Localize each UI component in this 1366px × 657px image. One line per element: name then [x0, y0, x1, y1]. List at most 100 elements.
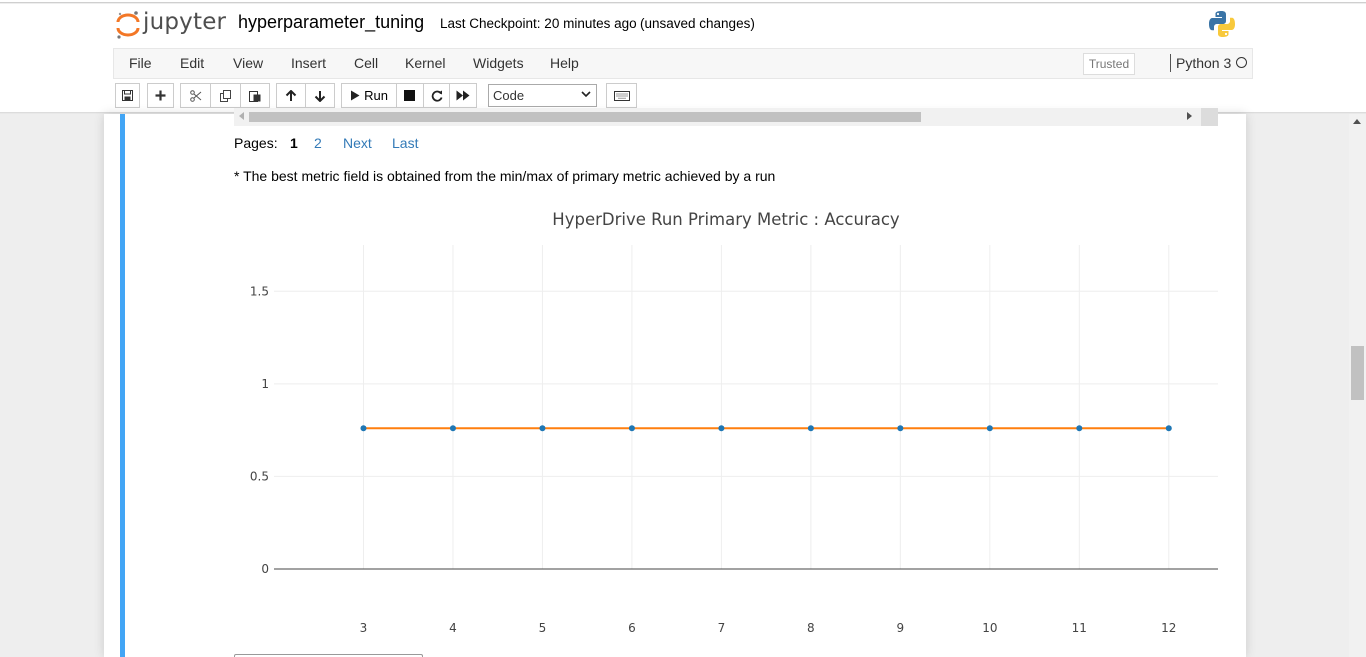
menu-bar: File Edit View Insert Cell Kernel Widget… [113, 48, 1253, 79]
data-point [897, 425, 904, 432]
insert-cell-button[interactable] [147, 83, 174, 108]
menu-edit[interactable]: Edit [180, 55, 205, 71]
play-icon [351, 90, 360, 101]
chart-title: HyperDrive Run Primary Metric : Accuracy [552, 210, 900, 229]
y-tick-label: 0.5 [250, 469, 269, 483]
arrow-up-icon [285, 89, 296, 101]
run-button[interactable]: Run [342, 84, 398, 107]
data-point [360, 425, 367, 432]
scroll-up-icon[interactable] [1353, 119, 1361, 124]
x-tick-label: 6 [628, 621, 636, 635]
data-point [449, 425, 456, 432]
menu-kernel[interactable]: Kernel [405, 55, 446, 71]
menu-help[interactable]: Help [550, 55, 579, 71]
y-tick-label: 1 [261, 377, 269, 391]
horizontal-scroll-thumb[interactable] [249, 112, 921, 122]
menu-file[interactable]: File [129, 55, 152, 71]
run-button-label: Run [364, 88, 389, 103]
menu-view[interactable]: View [233, 55, 264, 71]
chart-series [360, 425, 1172, 432]
paste-icon [249, 90, 261, 102]
data-point [1165, 425, 1172, 432]
selected-cell-indicator [120, 114, 125, 657]
primary-metric-chart: HyperDrive Run Primary Metric : Accuracy… [250, 210, 1218, 635]
cut-button[interactable] [181, 84, 211, 107]
copy-icon [219, 89, 231, 102]
run-button-group: Run [341, 83, 477, 108]
data-point [628, 425, 635, 432]
restart-run-all-button[interactable] [450, 84, 476, 107]
scroll-left-icon[interactable] [239, 112, 244, 120]
paste-button[interactable] [241, 84, 269, 107]
jupyter-logo-icon [116, 11, 140, 39]
x-tick-label: 9 [897, 621, 905, 635]
x-tick-label: 7 [718, 621, 726, 635]
notebook-container [104, 114, 1246, 657]
checkpoint-status: Last Checkpoint: 20 minutes ago [440, 16, 637, 31]
vertical-scroll-thumb[interactable] [1351, 346, 1364, 400]
kernel-divider [1170, 54, 1171, 72]
plus-icon [155, 90, 166, 101]
fast-forward-icon [456, 90, 470, 101]
pager-next-link[interactable]: Next [343, 135, 372, 151]
data-point [718, 425, 725, 432]
trusted-indicator[interactable]: Trusted [1083, 53, 1135, 75]
arrow-down-icon [314, 90, 325, 102]
next-output-widget [234, 654, 423, 657]
notebook-header: jupyter hyperparameter_tuning Last Check… [0, 4, 1366, 48]
move-down-button[interactable] [306, 84, 334, 107]
chart-axes: 3 4 5 6 7 8 9 10 11 12 0 0.5 1 1.5 [250, 284, 1177, 635]
pager-last-link[interactable]: Last [392, 135, 419, 151]
y-tick-label: 0 [261, 562, 269, 576]
x-tick-label: 4 [449, 621, 457, 635]
page-vertical-scrollbar[interactable] [1349, 114, 1366, 657]
restart-icon [431, 90, 443, 102]
best-metric-footnote: * The best metric field is obtained from… [234, 168, 776, 184]
notebook-name[interactable]: hyperparameter_tuning [238, 12, 425, 32]
move-up-button[interactable] [277, 84, 306, 107]
autosave-status: (unsaved changes) [640, 16, 755, 31]
notebook-toolbar: Run Code [113, 82, 1253, 110]
save-button[interactable] [115, 83, 140, 108]
data-point [986, 425, 993, 432]
x-tick-label: 5 [539, 621, 547, 635]
window-top-edge [0, 0, 1366, 3]
command-palette-button[interactable] [606, 83, 637, 108]
jupyter-logo-text: jupyter [143, 9, 227, 35]
chevron-down-icon [581, 91, 591, 98]
menu-cell[interactable]: Cell [354, 55, 379, 71]
move-button-group [276, 83, 335, 108]
kernel-name[interactable]: Python 3 [1176, 55, 1232, 71]
save-icon [122, 90, 133, 101]
kernel-idle-icon [1236, 57, 1247, 68]
x-tick-label: 12 [1161, 621, 1176, 635]
interrupt-button[interactable] [397, 84, 424, 107]
data-point [539, 425, 546, 432]
data-point [1076, 425, 1083, 432]
jupyter-logo[interactable]: jupyter [116, 8, 226, 42]
x-tick-label: 8 [807, 621, 815, 635]
data-point [807, 425, 814, 432]
restart-button[interactable] [424, 84, 451, 107]
keyboard-icon [613, 90, 630, 101]
python-logo-icon [1209, 11, 1235, 37]
output-horizontal-scrollbar[interactable] [234, 108, 1218, 126]
menu-insert[interactable]: Insert [291, 55, 327, 71]
x-tick-label: 11 [1072, 621, 1087, 635]
stop-icon [404, 90, 416, 101]
cut-icon [189, 89, 201, 102]
x-tick-label: 3 [360, 621, 368, 635]
cell-type-value: Code [493, 88, 525, 103]
pager-label: Pages: [234, 135, 278, 151]
edit-button-group [180, 83, 270, 108]
pager-page-2-link[interactable]: 2 [314, 135, 322, 151]
chart-grid [274, 245, 1218, 570]
cell-type-select[interactable]: Code [488, 84, 597, 107]
y-tick-label: 1.5 [250, 284, 269, 298]
menu-widgets[interactable]: Widgets [473, 55, 524, 71]
x-tick-label: 10 [982, 621, 997, 635]
scrollbar-corner [1201, 108, 1218, 126]
pager-current-page: 1 [290, 135, 298, 151]
scroll-right-icon[interactable] [1187, 112, 1192, 120]
copy-button[interactable] [211, 84, 241, 107]
